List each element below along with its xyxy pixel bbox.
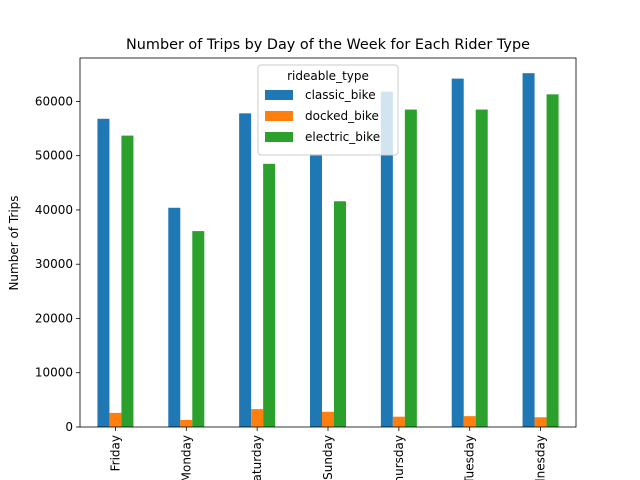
legend: rideable_type classic_bike docked_bikeelec…	[257, 64, 399, 156]
bar-docked_bike-tuesday	[463, 416, 476, 427]
bar-docked_bike-wednesday	[534, 417, 547, 427]
bar-docked_bike-monday	[180, 419, 193, 427]
x-tick-label-sunday: Sunday	[321, 435, 335, 480]
bar-electric_bike-thursday	[404, 109, 417, 428]
y-axis-label: Number of Trips	[7, 195, 21, 290]
plot-frame	[79, 57, 577, 428]
y-tick-label: 10000	[35, 366, 73, 380]
legend-label-docked_bike: docked_bike	[305, 109, 379, 123]
bar-classic_bike-sunday	[310, 154, 322, 427]
x-tick-label-friday: Friday	[108, 435, 122, 471]
bar-docked_bike-friday	[109, 412, 122, 427]
legend-swatch-electric_bike	[265, 132, 293, 142]
bar-docked_bike-sunday	[322, 411, 334, 427]
bar-classic_bike-tuesday	[451, 78, 464, 427]
legend-title: rideable_type	[287, 69, 369, 83]
bar-electric_bike-friday	[121, 135, 134, 428]
x-axis: Friday Monday Saturday Sunday Thursday Tuesda…	[108, 427, 548, 480]
legend-swatch-docked_bike	[265, 111, 293, 121]
legend-label-classic_bike: classic_bike	[305, 88, 376, 102]
x-tick-label-thursday: Thursday	[392, 435, 406, 480]
bar-classic_bike-saturday	[239, 113, 252, 427]
bar-classic_bike-monday	[168, 207, 181, 427]
bar-docked_bike-saturday	[251, 409, 264, 427]
bar-electric_bike-monday	[192, 231, 205, 427]
legend-swatch-classic_bike	[265, 90, 293, 100]
y-tick-label: 30000	[35, 257, 73, 271]
chart-title: Number of Trips by Day of the Week for E…	[126, 37, 530, 53]
bar-docked_bike-thursday	[392, 416, 405, 427]
bar-classic_bike-wednesday	[522, 73, 535, 427]
y-tick-label: 50000	[35, 149, 73, 163]
bar-electric_bike-tuesday	[475, 109, 488, 428]
x-tick-label-tuesday: Tuesday	[463, 435, 477, 480]
y-tick-label: 0	[65, 420, 73, 434]
y-tick-label: 40000	[35, 203, 73, 217]
y-tick-label: 60000	[35, 94, 73, 108]
y-tick-label: 20000	[35, 311, 73, 325]
bar-classic_bike-friday	[97, 118, 110, 427]
y-axis: 0 10000 20000 30000 40000 50000 60000	[35, 94, 80, 434]
legend-label-electric_bike: electric_bike	[305, 130, 380, 144]
bars-layer	[97, 73, 559, 428]
bar-electric_bike-wednesday	[546, 94, 559, 427]
x-tick-label-monday: Monday	[179, 435, 193, 480]
bar-electric_bike-saturday	[263, 163, 276, 428]
x-tick-label-wednesday: Wednesday	[534, 435, 548, 480]
bar-electric_bike-sunday	[334, 201, 346, 427]
bar-classic_bike-thursday	[380, 91, 393, 428]
x-tick-label-saturday: Saturday	[250, 435, 264, 480]
